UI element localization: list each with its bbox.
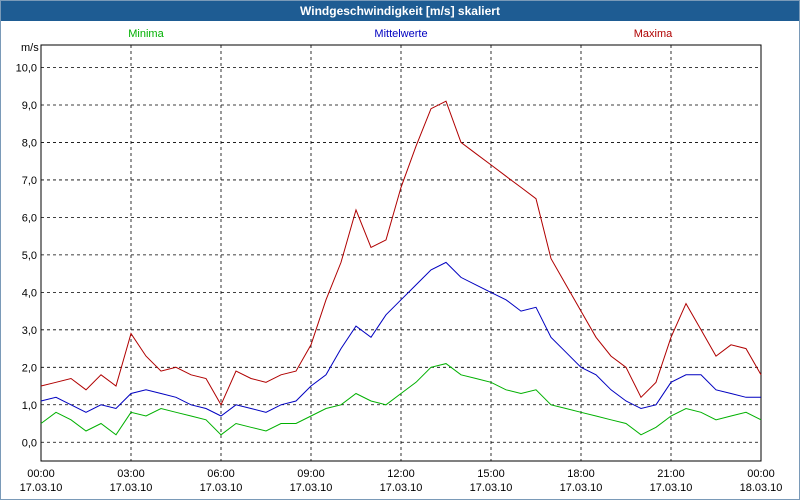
x-tick-date-label: 17.03.10	[380, 482, 423, 494]
y-tick-label: 0,0	[22, 437, 37, 449]
x-tick-date-label: 17.03.10	[20, 482, 63, 494]
y-tick-label: 10,0	[16, 62, 37, 74]
x-tick-time-label: 00:00	[747, 468, 775, 480]
x-tick-time-label: 00:00	[27, 468, 55, 480]
y-tick-label: 5,0	[22, 250, 37, 262]
y-tick-label: 2,0	[22, 362, 37, 374]
x-tick-date-label: 17.03.10	[560, 482, 603, 494]
y-tick-label: 1,0	[22, 400, 37, 412]
y-tick-label: 7,0	[22, 175, 37, 187]
y-axis-label: m/s	[21, 42, 39, 54]
y-tick-label: 6,0	[22, 212, 37, 224]
x-tick-date-label: 18.03.10	[740, 482, 783, 494]
x-tick-date-label: 17.03.10	[290, 482, 333, 494]
y-tick-label: 3,0	[22, 325, 37, 337]
x-tick-time-label: 18:00	[567, 468, 595, 480]
series-lines	[40, 100, 762, 436]
chart-title: Windgeschwindigkeit [m/s] skaliert	[1, 1, 799, 21]
legend-entry-maxima: Maxima	[634, 28, 673, 40]
x-tick-time-label: 12:00	[387, 468, 415, 480]
x-tick-time-label: 03:00	[117, 468, 145, 480]
series-line-maxima	[40, 100, 762, 406]
y-tick-label: 8,0	[22, 137, 37, 149]
x-tick-date-label: 17.03.10	[470, 482, 513, 494]
grid	[40, 44, 762, 462]
x-tick-time-label: 06:00	[207, 468, 235, 480]
y-tick-label: 9,0	[22, 100, 37, 112]
legend-entry-minima: Minima	[128, 28, 164, 40]
line-chart: 0,0 1,0 2,0 3,0 4,0 5,0 6,0 7,0 8,0 9,0 10,0 00:00…	[16, 28, 783, 494]
x-tick-date-label: 17.03.10	[110, 482, 153, 494]
x-tick-date-label: 17.03.10	[650, 482, 693, 494]
x-tick-time-label: 09:00	[297, 468, 325, 480]
legend: Minima Mittelwerte Maxima	[128, 28, 673, 40]
x-tick-time-label: 21:00	[657, 468, 685, 480]
x-tick-time-label: 15:00	[477, 468, 505, 480]
series-line-mittelwerte	[40, 261, 761, 417]
legend-entry-mittelwerte: Mittelwerte	[374, 28, 427, 40]
series-line-minima	[40, 363, 762, 436]
y-tick-label: 4,0	[22, 287, 37, 299]
y-axis-ticks: 0,0 1,0 2,0 3,0 4,0 5,0 6,0 7,0 8,0 9,0 10,0	[16, 62, 37, 449]
x-axis-ticks: 00:00 17.03.10 03:00 17.03.10 06:00 17.03.10 0…	[20, 468, 783, 494]
x-tick-date-label: 17.03.10	[200, 482, 243, 494]
